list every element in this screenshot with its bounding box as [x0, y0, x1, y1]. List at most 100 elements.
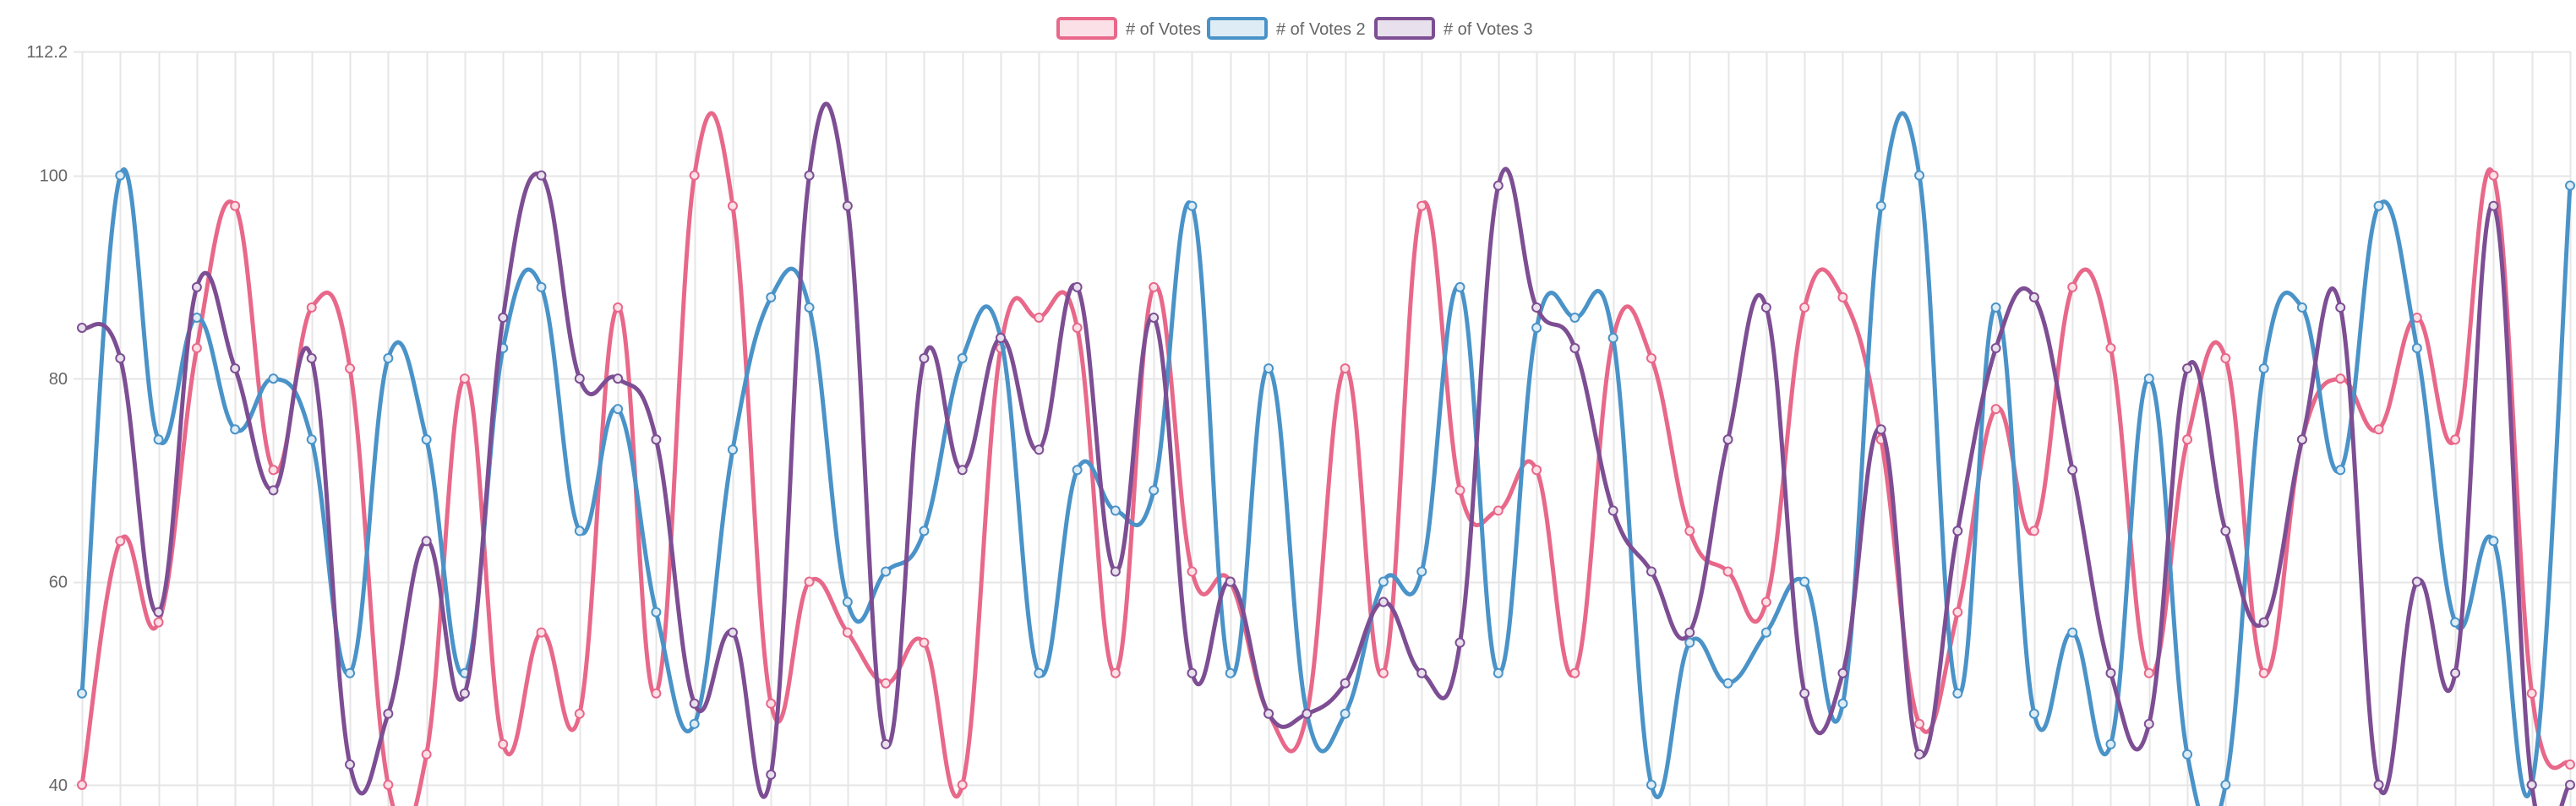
legend-item[interactable]: # of Votes: [1058, 19, 1201, 39]
data-point: [1417, 202, 1426, 210]
legend-item[interactable]: # of Votes 3: [1376, 19, 1533, 39]
data-point: [958, 781, 967, 789]
data-point: [920, 639, 928, 647]
data-point: [1187, 567, 1196, 575]
data-point: [843, 629, 852, 637]
data-point: [1992, 344, 2000, 352]
data-point: [1953, 689, 1962, 698]
data-point: [652, 608, 660, 617]
data-point: [2413, 344, 2421, 352]
data-point: [2413, 578, 2421, 586]
data-point: [614, 303, 622, 312]
data-point: [1187, 669, 1196, 678]
data-point: [193, 344, 201, 352]
data-point: [1456, 283, 1465, 291]
data-point: [576, 374, 584, 383]
data-point: [231, 202, 239, 210]
data-point: [1417, 567, 1426, 575]
data-point: [2030, 526, 2038, 535]
data-point: [346, 669, 354, 678]
data-point: [1609, 334, 1618, 342]
y-tick-label: 60: [49, 574, 68, 592]
data-point: [116, 172, 124, 180]
data-point: [2068, 466, 2077, 474]
data-point: [881, 567, 890, 575]
data-point: [269, 374, 277, 383]
data-point: [1149, 283, 1158, 291]
data-point: [1915, 720, 1924, 728]
data-point: [1953, 608, 1962, 617]
data-point: [1762, 629, 1771, 637]
data-point: [1724, 567, 1733, 575]
data-point: [1992, 405, 2000, 413]
data-point: [1724, 435, 1733, 444]
data-point: [2260, 669, 2268, 678]
data-point: [2221, 526, 2229, 535]
data-point: [1800, 578, 1809, 586]
data-point: [690, 172, 699, 180]
data-point: [920, 526, 928, 535]
legend-swatch: [1058, 19, 1116, 38]
data-point: [499, 313, 507, 322]
data-point: [2183, 750, 2191, 759]
data-point: [2528, 689, 2536, 698]
data-point: [729, 202, 737, 210]
data-point: [1647, 781, 1656, 789]
data-point: [269, 486, 277, 494]
legend-swatch: [1209, 19, 1266, 38]
data-point: [1264, 710, 1273, 718]
data-point: [1111, 567, 1120, 575]
data-point: [1685, 526, 1694, 535]
data-point: [2451, 669, 2459, 678]
y-tick-label: 80: [49, 370, 68, 389]
data-point: [805, 303, 814, 312]
data-point: [1992, 303, 2000, 312]
data-point: [1877, 425, 1886, 433]
data-point: [2145, 374, 2153, 383]
data-point: [2336, 466, 2344, 474]
data-point: [1379, 578, 1388, 586]
data-point: [2566, 781, 2574, 789]
data-point: [155, 618, 163, 627]
data-point: [2145, 720, 2153, 728]
data-point: [2106, 344, 2115, 352]
data-point: [1187, 202, 1196, 210]
data-point: [78, 781, 86, 789]
data-point: [1073, 283, 1082, 291]
data-point: [2566, 182, 2574, 190]
data-point: [384, 781, 392, 789]
data-point: [308, 303, 316, 312]
data-point: [2106, 740, 2115, 749]
data-point: [1800, 689, 1809, 698]
data-point: [2451, 435, 2459, 444]
data-point: [1456, 639, 1465, 647]
data-point: [2489, 536, 2497, 545]
data-point: [1915, 750, 1924, 759]
data-point: [1034, 313, 1043, 322]
data-point: [78, 689, 86, 698]
series-line: [82, 104, 2570, 806]
data-point: [1685, 639, 1694, 647]
data-point: [1149, 486, 1158, 494]
data-point: [423, 435, 431, 444]
data-point: [1838, 293, 1847, 302]
data-point: [461, 689, 469, 698]
legend-label: # of Votes: [1126, 20, 1201, 39]
data-point: [1034, 445, 1043, 454]
data-point: [1341, 679, 1350, 688]
data-point: [1762, 598, 1771, 607]
data-point: [2298, 435, 2306, 444]
data-point: [1149, 313, 1158, 322]
data-point: [1532, 324, 1541, 332]
data-point: [2375, 781, 2383, 789]
data-point: [1417, 669, 1426, 678]
data-point: [2260, 364, 2268, 373]
data-point: [384, 354, 392, 362]
legend-swatch: [1376, 19, 1433, 38]
data-point: [576, 710, 584, 718]
data-point: [2375, 202, 2383, 210]
data-point: [116, 536, 124, 545]
legend-item[interactable]: # of Votes 2: [1209, 19, 1366, 39]
data-point: [2183, 435, 2191, 444]
data-point: [423, 536, 431, 545]
